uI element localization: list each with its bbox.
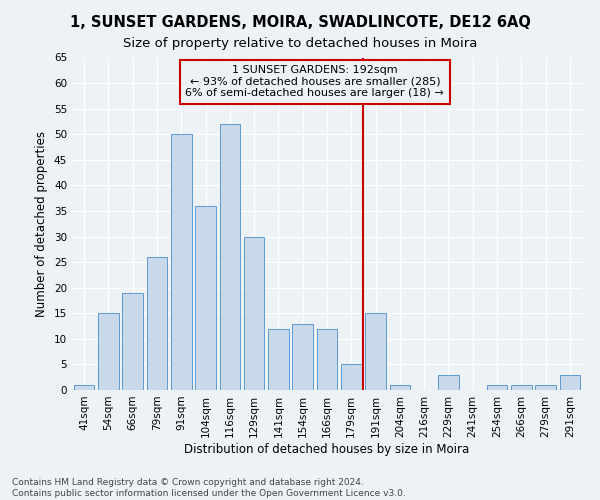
Bar [535,385,556,390]
Bar [74,385,94,390]
Y-axis label: Number of detached properties: Number of detached properties [35,130,49,317]
Text: Contains HM Land Registry data © Crown copyright and database right 2024.
Contai: Contains HM Land Registry data © Crown c… [12,478,406,498]
Bar [122,293,143,390]
Bar [341,364,362,390]
Bar [195,206,216,390]
Text: 1, SUNSET GARDENS, MOIRA, SWADLINCOTE, DE12 6AQ: 1, SUNSET GARDENS, MOIRA, SWADLINCOTE, D… [70,15,530,30]
Bar [389,385,410,390]
Bar [268,328,289,390]
Bar [365,314,386,390]
Bar [146,257,167,390]
Bar [317,328,337,390]
Bar [487,385,508,390]
Bar [511,385,532,390]
Text: 1 SUNSET GARDENS: 192sqm
← 93% of detached houses are smaller (285)
6% of semi-d: 1 SUNSET GARDENS: 192sqm ← 93% of detach… [185,65,444,98]
Bar [438,374,459,390]
Bar [220,124,240,390]
X-axis label: Distribution of detached houses by size in Moira: Distribution of detached houses by size … [184,442,470,456]
Text: Size of property relative to detached houses in Moira: Size of property relative to detached ho… [123,38,477,51]
Bar [98,314,119,390]
Bar [560,374,580,390]
Bar [244,236,265,390]
Bar [171,134,191,390]
Bar [292,324,313,390]
